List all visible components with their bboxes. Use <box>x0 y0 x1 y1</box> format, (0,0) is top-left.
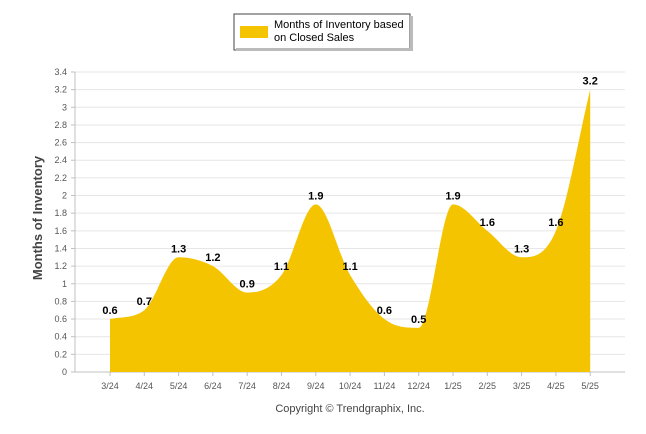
data-label: 1.2 <box>205 252 220 264</box>
legend-shadow <box>236 48 412 51</box>
data-label: 1.6 <box>480 217 495 229</box>
legend-shadow-side <box>410 16 413 51</box>
x-tick-label: 11/24 <box>373 381 395 391</box>
data-label: 1.9 <box>445 190 460 202</box>
x-tick-label: 5/25 <box>581 381 599 391</box>
x-tick-label: 6/24 <box>204 381 222 391</box>
y-tick-label: 0 <box>62 367 67 377</box>
y-tick-label: 2.4 <box>54 155 67 165</box>
legend: Months of Inventory based on Closed Sale… <box>233 13 413 51</box>
y-tick-label: 0.2 <box>54 349 67 359</box>
data-label: 1.6 <box>548 217 563 229</box>
x-tick-label: 3/24 <box>101 381 119 391</box>
copyright-text: Copyright © Trendgraphix, Inc. <box>275 403 424 415</box>
x-tick-label: 3/25 <box>513 381 531 391</box>
data-label: 0.7 <box>137 296 152 308</box>
y-tick-label: 1.6 <box>54 226 67 236</box>
x-tick-label: 9/24 <box>307 381 325 391</box>
data-label: 0.6 <box>102 305 117 317</box>
legend-label-line-1: Months of Inventory based <box>274 19 404 31</box>
y-tick-label: 3.2 <box>54 85 67 95</box>
x-tick-label: 8/24 <box>273 381 291 391</box>
y-tick-label: 2 <box>62 191 67 201</box>
y-tick-label: 1 <box>62 279 67 289</box>
y-tick-label: 0.4 <box>54 332 67 342</box>
area-series <box>109 89 591 372</box>
x-tick-label: 1/25 <box>444 381 462 391</box>
x-tick-label: 4/24 <box>136 381 154 391</box>
y-axis-label: Months of Inventory <box>30 155 45 280</box>
data-label: 1.1 <box>342 261 357 273</box>
x-tick-labels: 3/24 4/24 5/24 6/24 7/24 8/24 9/24 10/24 11/24 12… <box>101 372 599 391</box>
x-tick-label: 5/24 <box>170 381 188 391</box>
y-tick-label: 2.8 <box>54 120 67 130</box>
data-label: 1.9 <box>308 190 323 202</box>
legend-label-line-2: on Closed Sales <box>274 32 355 44</box>
data-label: 0.9 <box>240 279 255 291</box>
y-tick-label: 1.4 <box>54 243 67 253</box>
y-tick-label: 0.6 <box>54 314 67 324</box>
y-tick-label: 1.8 <box>54 208 67 218</box>
data-label: 1.3 <box>171 243 186 255</box>
x-tick-label: 4/25 <box>547 381 565 391</box>
y-tick-label: 2.2 <box>54 173 67 183</box>
data-label: 0.6 <box>377 305 392 317</box>
x-tick-label: 2/25 <box>479 381 497 391</box>
data-label: 0.5 <box>411 314 426 326</box>
x-tick-label: 12/24 <box>407 381 430 391</box>
data-label: 1.1 <box>274 261 289 273</box>
y-tick-label: 3.4 <box>54 67 67 77</box>
y-tick-label: 2.6 <box>54 138 67 148</box>
x-tick-label: 7/24 <box>238 381 256 391</box>
data-label: 1.3 <box>514 243 529 255</box>
y-tick-label: 3 <box>62 102 67 112</box>
x-tick-label: 10/24 <box>339 381 362 391</box>
area-series-fill <box>110 89 591 372</box>
legend-swatch <box>240 26 268 38</box>
data-labels: 0.6 0.7 1.3 1.2 0.9 1.1 1.9 1.1 0.6 0.5 1.9 1.6 1.3 1… <box>102 76 597 326</box>
data-label: 3.2 <box>583 76 598 88</box>
y-tick-label: 0.8 <box>54 296 67 306</box>
y-tick-labels: 0 0.2 0.4 0.6 0.8 1 1.2 1.4 1.6 1.8 2 2.2 2.4 2.6 2.8 3… <box>54 67 67 377</box>
y-tick-label: 1.2 <box>54 261 67 271</box>
